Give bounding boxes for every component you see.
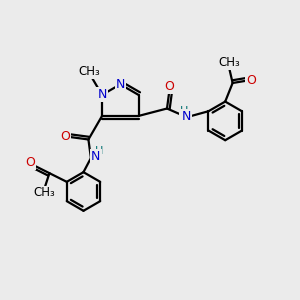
Text: CH₃: CH₃ bbox=[218, 56, 240, 69]
Text: O: O bbox=[25, 156, 35, 169]
Text: CH₃: CH₃ bbox=[34, 187, 55, 200]
Text: N: N bbox=[98, 88, 107, 101]
Text: O: O bbox=[246, 74, 256, 87]
Text: N: N bbox=[91, 150, 101, 163]
Text: N: N bbox=[116, 78, 125, 91]
Text: H: H bbox=[180, 106, 188, 116]
Text: O: O bbox=[61, 130, 70, 143]
Text: N: N bbox=[182, 110, 191, 123]
Text: O: O bbox=[164, 80, 174, 93]
Text: CH₃: CH₃ bbox=[79, 65, 100, 78]
Text: H: H bbox=[94, 146, 103, 156]
